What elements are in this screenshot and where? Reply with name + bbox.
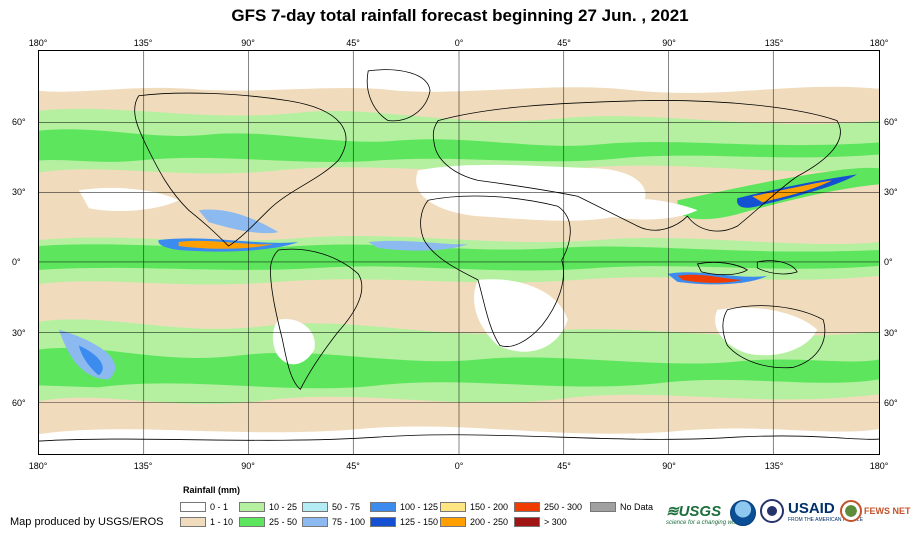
legend-item: 150 - 200 (440, 502, 508, 512)
legend-swatch (302, 502, 328, 512)
legend-swatch (440, 517, 466, 527)
lon-label-top: 90° (662, 38, 676, 48)
legend-swatch (180, 517, 206, 527)
fewsnet-logo: FEWS NET (840, 500, 911, 522)
lon-label-bottom: 135° (133, 461, 153, 471)
legend-swatch (514, 502, 540, 512)
lat-label-right: 0° (884, 257, 893, 267)
lat-label-left: 30° (12, 187, 26, 197)
legend-label: 25 - 50 (269, 517, 298, 527)
graticule (39, 51, 879, 454)
lon-label-top: 45° (557, 38, 571, 48)
lon-label-bottom: 90° (241, 461, 255, 471)
lon-label-top: 135° (133, 38, 153, 48)
lat-label-left: 60° (12, 117, 26, 127)
legend-item: 1 - 10 (180, 517, 233, 527)
legend-swatch (440, 502, 466, 512)
legend-swatch (180, 502, 206, 512)
rainfall-map[interactable] (38, 50, 880, 455)
legend-item: > 300 (514, 517, 567, 527)
lat-label-left: 60° (12, 398, 26, 408)
legend-label: 0 - 1 (210, 502, 229, 512)
legend-label: 10 - 25 (269, 502, 298, 512)
legend-label: 1 - 10 (210, 517, 234, 527)
lon-label-bottom: 0° (454, 461, 464, 471)
legend-label: 250 - 300 (544, 502, 583, 512)
legend-item: 125 - 150 (370, 517, 438, 527)
legend-item: 100 - 125 (370, 502, 438, 512)
legend-label: 50 - 75 (332, 502, 361, 512)
legend-swatch (302, 517, 328, 527)
legend-label: 200 - 250 (470, 517, 509, 527)
legend-label: No Data (620, 502, 654, 512)
lon-label-top: 135° (764, 38, 784, 48)
lon-label-top: 180° (869, 38, 889, 48)
fewsnet-logo-text: FEWS NET (864, 505, 911, 516)
noaa-logo-icon (730, 500, 756, 526)
usaid-logo: USAID FROM THE AMERICAN PEOPLE (788, 500, 863, 523)
legend-label: 100 - 125 (400, 502, 439, 512)
legend-title: Rainfall (mm) (183, 485, 241, 495)
legend-swatch (514, 517, 540, 527)
lat-label-right: 30° (884, 187, 898, 197)
legend-label: > 300 (544, 517, 567, 527)
coastlines (39, 69, 879, 442)
lon-label-bottom: 90° (662, 461, 676, 471)
legend-item: 250 - 300 (514, 502, 582, 512)
lat-label-right: 60° (884, 117, 898, 127)
lon-label-bottom: 45° (557, 461, 571, 471)
lat-label-right: 30° (884, 328, 898, 338)
map-title: GFS 7-day total rainfall forecast beginn… (231, 6, 689, 25)
usaid-logo-text: USAID (788, 500, 835, 517)
legend-swatch (239, 502, 265, 512)
fewsnet-globe-icon (840, 500, 862, 522)
usgs-logo: ≋USGS science for a changing world (666, 498, 742, 530)
lon-label-bottom: 180° (869, 461, 889, 471)
lon-label-bottom: 45° (346, 461, 360, 471)
legend-label: 150 - 200 (470, 502, 509, 512)
legend-item: 0 - 1 (180, 502, 228, 512)
lon-label-top: 45° (346, 38, 360, 48)
lon-label-bottom: 180° (28, 461, 48, 471)
legend-item: 25 - 50 (239, 517, 297, 527)
usgs-tagline: science for a changing world (666, 520, 743, 526)
legend-item: 50 - 75 (302, 502, 360, 512)
lon-label-top: 0° (454, 38, 464, 48)
legend-swatch (239, 517, 265, 527)
usgs-logo-text: ≋USGS (666, 503, 722, 520)
legend-label: 125 - 150 (400, 517, 439, 527)
lat-label-left: 30° (12, 328, 26, 338)
lat-label-left: 0° (12, 257, 21, 267)
legend-item: 200 - 250 (440, 517, 508, 527)
legend-item: 75 - 100 (302, 517, 365, 527)
legend-item: 10 - 25 (239, 502, 297, 512)
legend-label: 75 - 100 (332, 517, 366, 527)
lon-label-bottom: 135° (764, 461, 784, 471)
map-credit: Map produced by USGS/EROS (10, 516, 164, 528)
legend-swatch (370, 517, 396, 527)
legend-swatch (590, 502, 616, 512)
lon-label-top: 90° (241, 38, 255, 48)
legend-item: No Data (590, 502, 653, 512)
usda-seal-icon (760, 499, 784, 523)
lat-label-right: 60° (884, 398, 898, 408)
lon-label-top: 180° (28, 38, 48, 48)
usaid-tagline: FROM THE AMERICAN PEOPLE (788, 517, 863, 523)
legend-swatch (370, 502, 396, 512)
